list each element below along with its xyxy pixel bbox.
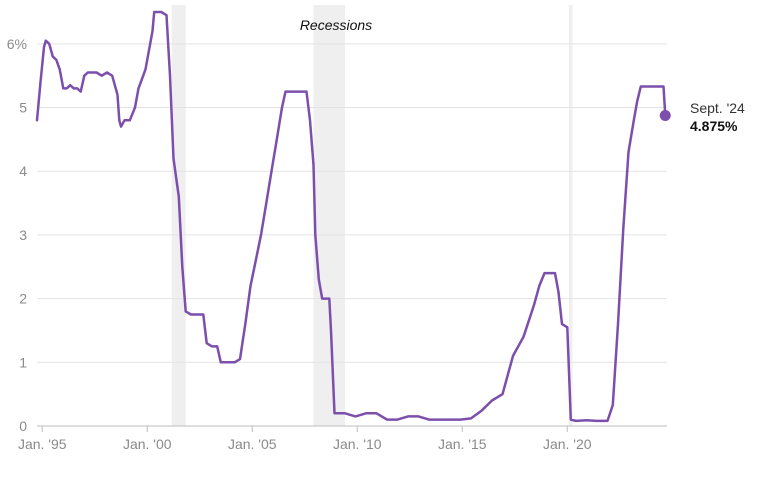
- x-tick-label: Jan. '15: [438, 436, 487, 452]
- annotation-layer: Recessions Sept. '24 4.875%: [300, 17, 745, 134]
- y-tick-label: 1: [19, 354, 27, 370]
- recession-bands: [171, 5, 573, 426]
- axis-ticks: 0 1 2 3 4 5 6% Jan. '95 Jan. '00 Jan. '05 Jan. '10…: [7, 36, 592, 452]
- annotation-date-label: Sept. '24: [690, 100, 745, 116]
- series-line-1: [35, 10, 667, 423]
- x-tick-label: Jan. '20: [543, 436, 592, 452]
- grid-lines: [37, 43, 667, 427]
- y-tick-label: 0: [19, 418, 27, 434]
- y-tick-label: 6%: [7, 36, 27, 52]
- series-layer: [35, 10, 667, 423]
- y-tick-label: 4: [19, 163, 27, 179]
- y-tick-label: 3: [19, 227, 27, 243]
- x-tick-label: Jan. '00: [123, 436, 172, 452]
- annotation-value-label: 4.875%: [690, 118, 738, 134]
- x-tick-label: Jan. '95: [18, 436, 67, 452]
- recessions-label: Recessions: [300, 17, 372, 33]
- y-tick-label: 2: [19, 291, 27, 307]
- recession-band-2: [313, 5, 345, 426]
- recession-band-3: [569, 5, 573, 426]
- annotation-point: [659, 110, 671, 121]
- x-tick-label: Jan. '10: [333, 436, 382, 452]
- y-tick-label: 5: [19, 100, 27, 116]
- x-tick-label: Jan. '05: [228, 436, 277, 452]
